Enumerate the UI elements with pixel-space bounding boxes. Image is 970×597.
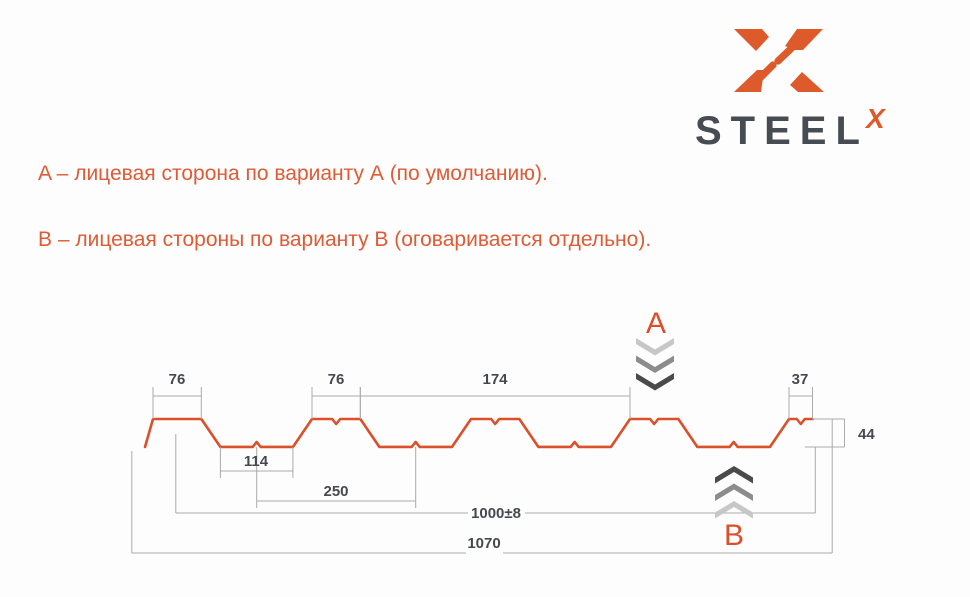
svg-text:A: A [646,307,666,340]
svg-text:1000±8: 1000±8 [471,505,521,522]
svg-text:250: 250 [323,483,348,500]
svg-text:76: 76 [328,371,345,388]
svg-text:1070: 1070 [467,535,500,552]
svg-text:37: 37 [792,371,809,388]
svg-text:B: B [724,519,744,552]
svg-text:174: 174 [482,371,508,388]
svg-text:76: 76 [169,371,186,388]
svg-text:114: 114 [244,453,269,470]
svg-text:44: 44 [858,426,875,443]
